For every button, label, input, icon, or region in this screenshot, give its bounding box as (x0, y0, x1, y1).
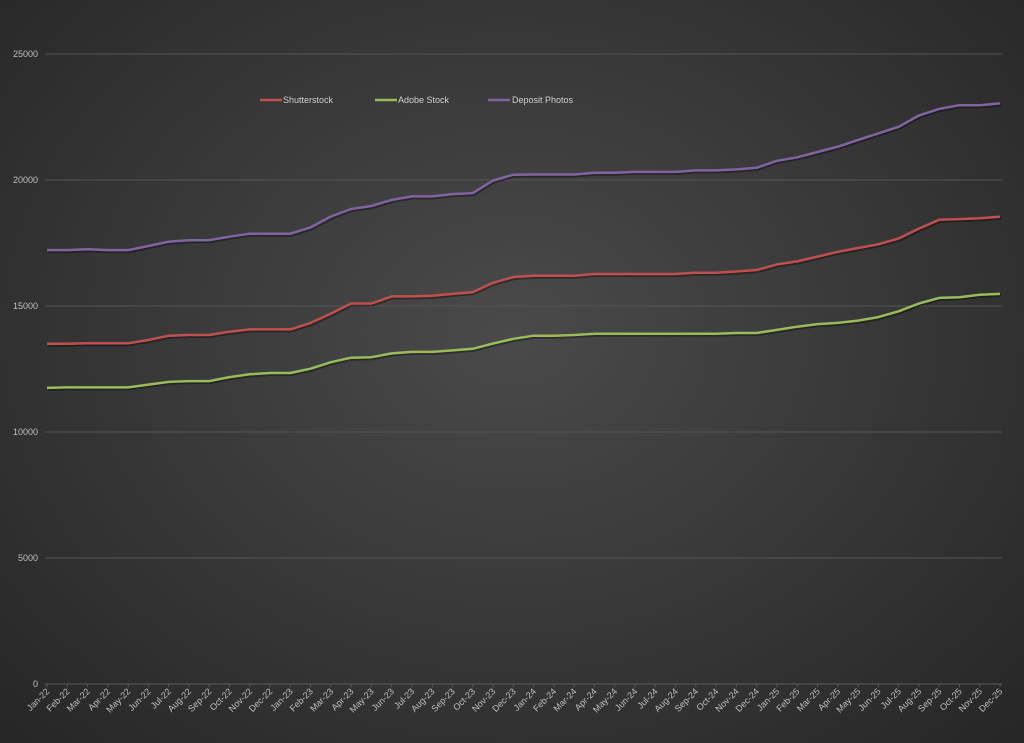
legend-label-adobe-stock: Adobe Stock (398, 95, 450, 105)
x-tick-label: Mar-24 (551, 686, 578, 713)
series-shadow (48, 103, 1002, 254)
x-tick-label: Jun-23 (370, 686, 397, 713)
legend: Shutterstock Adobe Stock Deposit Photos (260, 95, 574, 105)
legend-item-adobe-stock: Adobe Stock (375, 95, 450, 105)
series-shadow (48, 216, 1002, 347)
legend-label-deposit-photos: Deposit Photos (512, 95, 574, 105)
legend-item-shutterstock: Shutterstock (260, 95, 334, 105)
series-line-shutterstock (47, 215, 1001, 346)
x-tick-label: Mar-23 (308, 686, 335, 713)
x-tick-label: Jun-24 (613, 686, 640, 713)
legend-label-shutterstock: Shutterstock (283, 95, 334, 105)
y-tick-label: 15000 (13, 301, 38, 311)
y-tick-label: 25000 (13, 49, 38, 59)
y-tick-label: 0 (33, 679, 38, 689)
series-lines (46, 102, 1002, 391)
y-tick-label: 5000 (18, 553, 38, 563)
y-tick-label: 20000 (13, 175, 38, 185)
x-tick-label: Mar-22 (65, 686, 92, 713)
series-line-deposit-photos (47, 102, 1001, 252)
series-line-adobe-stock (46, 292, 1001, 390)
x-axis: Jan-22Feb-22Mar-22Apr-22May-22Jun-22Jul-… (25, 684, 1004, 715)
legend-item-deposit-photos: Deposit Photos (488, 95, 574, 105)
gridlines (45, 53, 1002, 685)
y-tick-label: 10000 (13, 427, 38, 437)
x-tick-label: Jun-25 (856, 686, 883, 713)
x-tick-label: Jun-22 (126, 686, 153, 713)
y-axis: 0 5000 10000 15000 20000 25000 (13, 49, 38, 689)
series-shadow (47, 293, 1002, 391)
x-tick-label: Mar-25 (795, 686, 822, 713)
